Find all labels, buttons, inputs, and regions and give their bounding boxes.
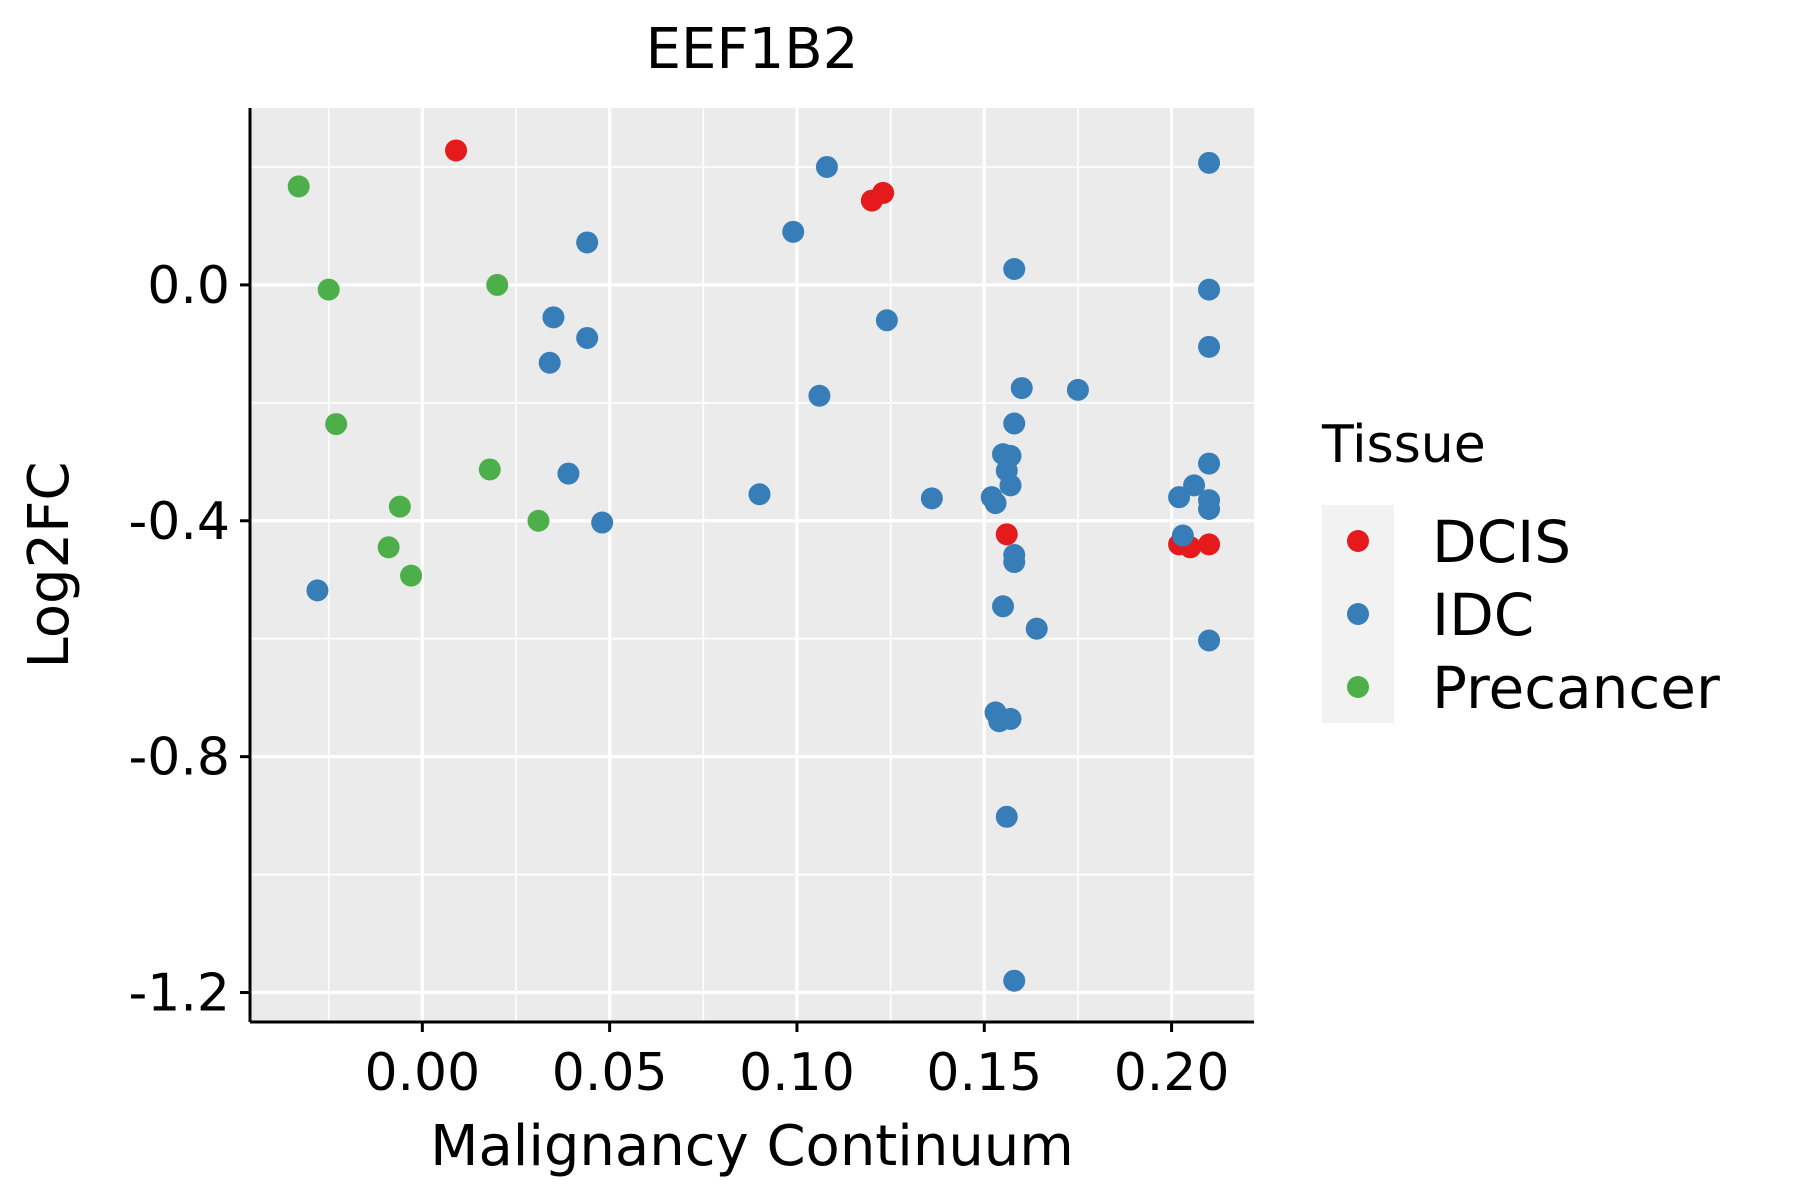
data-point-idc <box>1171 524 1194 547</box>
data-point-idc <box>576 231 599 254</box>
data-point-idc <box>591 511 614 534</box>
data-point-dcis <box>445 139 468 162</box>
y-tick-label: -0.4 <box>129 492 230 552</box>
data-point-dcis <box>995 523 1018 546</box>
data-point-idc <box>782 220 805 243</box>
data-point-idc <box>815 155 838 178</box>
legend-key-idc <box>1347 603 1369 625</box>
data-point-idc <box>999 707 1022 730</box>
data-point-idc <box>1198 497 1221 520</box>
grid-lines <box>250 108 1254 1022</box>
legend-key-precancer <box>1347 676 1369 698</box>
data-point-precancer <box>486 273 509 296</box>
data-point-idc <box>995 805 1018 828</box>
data-point-idc <box>1066 378 1089 401</box>
data-point-precancer <box>377 536 400 559</box>
data-point-idc <box>1168 486 1191 509</box>
data-point-idc <box>1025 617 1048 640</box>
x-axis-title: Malignancy Continuum <box>430 1114 1074 1179</box>
data-point-idc <box>557 462 580 485</box>
axis-ticks: 0.00 0.05 0.10 0.15 0.20 0.0 -0.4 -0.8 -1.2 <box>129 256 1230 1103</box>
data-point-idc <box>875 309 898 332</box>
y-tick-label: -1.2 <box>129 964 230 1024</box>
data-point-idc <box>1003 551 1026 574</box>
legend-label-precancer: Precancer <box>1432 654 1720 722</box>
data-point-idc <box>992 595 1014 618</box>
legend-title: Tissue <box>1321 415 1486 475</box>
data-point-idc <box>1198 335 1221 358</box>
legend-key-dcis <box>1347 530 1369 552</box>
data-point-idc <box>1003 969 1026 992</box>
series-precancer <box>287 175 550 587</box>
data-point-idc <box>999 444 1022 467</box>
data-point-idc <box>984 492 1007 515</box>
data-point-idc <box>808 384 831 407</box>
data-point-dcis <box>872 181 895 204</box>
y-axis-title: Log2FC <box>17 462 82 669</box>
data-point-idc <box>1198 452 1221 475</box>
data-point-idc <box>1198 278 1221 301</box>
data-point-idc <box>748 483 771 506</box>
data-point-idc <box>542 306 565 329</box>
data-point-precancer <box>287 175 310 198</box>
data-point-precancer <box>317 278 340 301</box>
x-tick-label: 0.20 <box>1114 1043 1230 1103</box>
data-point-idc <box>1010 377 1033 400</box>
data-point-idc <box>1198 151 1221 174</box>
data-point-precancer <box>325 413 348 436</box>
data-point-idc <box>1003 412 1026 435</box>
x-tick-label: 0.00 <box>364 1043 480 1103</box>
legend-label-idc: IDC <box>1432 581 1534 649</box>
y-tick-label: 0.0 <box>147 256 230 316</box>
data-points <box>287 139 1221 992</box>
chart-title: EEF1B2 <box>646 17 859 82</box>
data-point-idc <box>1003 257 1026 280</box>
data-point-precancer <box>478 458 501 481</box>
x-tick-label: 0.05 <box>552 1043 668 1103</box>
y-tick-label: -0.8 <box>129 728 230 788</box>
data-point-idc <box>999 474 1022 497</box>
plot-panel <box>250 108 1254 1022</box>
data-point-idc <box>538 351 561 374</box>
series-idc <box>306 151 1221 992</box>
data-point-idc <box>1183 474 1206 497</box>
data-point-idc <box>1198 629 1221 652</box>
data-point-dcis <box>1198 533 1221 556</box>
data-point-precancer <box>527 509 550 532</box>
data-point-idc <box>306 579 329 602</box>
data-point-idc <box>920 487 943 510</box>
legend-label-dcis: DCIS <box>1432 508 1571 576</box>
x-tick-label: 0.10 <box>739 1043 855 1103</box>
data-point-precancer <box>388 495 411 518</box>
data-point-precancer <box>400 564 423 587</box>
data-point-idc <box>576 326 599 349</box>
x-tick-label: 0.15 <box>926 1043 1042 1103</box>
series-dcis <box>445 139 1221 559</box>
